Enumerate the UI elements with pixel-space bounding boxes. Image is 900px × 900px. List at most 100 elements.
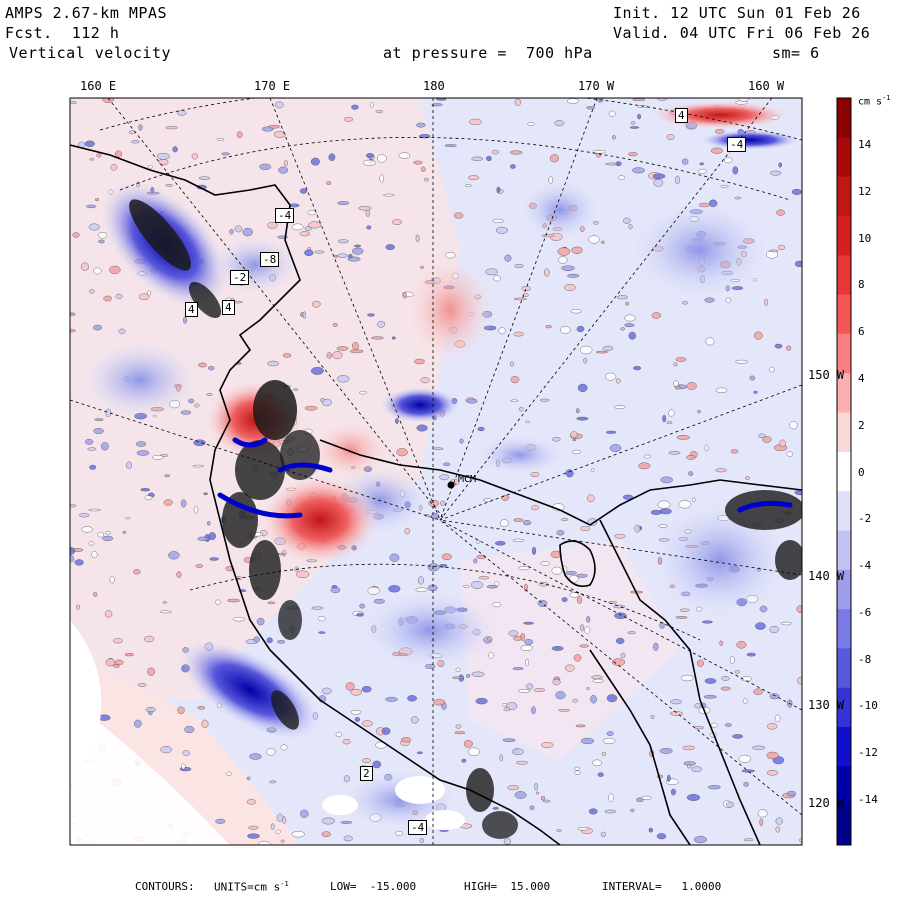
contour-speckle bbox=[666, 421, 673, 425]
contour-speckle bbox=[769, 366, 775, 373]
contour-speckle bbox=[93, 591, 98, 598]
contour-label: -4 bbox=[408, 820, 428, 835]
contour-speckle bbox=[388, 585, 401, 593]
contour-speckle bbox=[385, 244, 395, 251]
colorbar-label: 8 bbox=[858, 278, 865, 292]
contour-speckle bbox=[509, 150, 523, 155]
contour-speckle bbox=[734, 670, 740, 674]
contour-speckle bbox=[572, 449, 582, 454]
contour-speckle bbox=[70, 555, 75, 563]
contour-speckle bbox=[215, 818, 226, 824]
footer-contours: CONTOURS: bbox=[135, 880, 195, 893]
contour-speckle bbox=[256, 617, 265, 626]
mountain-contour-cluster bbox=[129, 199, 802, 839]
contour-speckle bbox=[93, 428, 104, 435]
lon-tick: 180 bbox=[423, 79, 445, 93]
contour-speckle bbox=[356, 612, 364, 617]
contour-speckle bbox=[76, 604, 80, 610]
contour-speckle bbox=[439, 474, 450, 481]
contour-speckle bbox=[492, 807, 499, 810]
contour-speckle bbox=[452, 676, 465, 680]
contour-speckle bbox=[560, 326, 571, 334]
contour-speckle bbox=[570, 309, 582, 314]
contour-speckle bbox=[162, 601, 167, 604]
contour-speckle bbox=[88, 223, 100, 231]
contour-speckle bbox=[524, 639, 533, 646]
contour-speckle bbox=[124, 652, 134, 657]
contour-speckle bbox=[743, 838, 754, 842]
contour-speckle bbox=[531, 706, 536, 715]
colorbar-frame bbox=[836, 97, 852, 846]
contour-speckle bbox=[282, 353, 292, 358]
contour-speckle bbox=[686, 454, 696, 460]
footer-low: LOW= -15.000 bbox=[330, 880, 417, 893]
contour-speckle bbox=[160, 745, 172, 754]
contour-speckle bbox=[433, 699, 446, 706]
contour-speckle bbox=[267, 360, 279, 367]
footer-high: HIGH= 15.000 bbox=[464, 880, 551, 893]
contour-speckle bbox=[675, 385, 681, 390]
colorbar-label: -10 bbox=[858, 699, 878, 713]
contour-speckle bbox=[503, 707, 510, 712]
colorbar-swatch bbox=[837, 648, 851, 689]
contour-speckle bbox=[334, 254, 338, 258]
contour-speckle bbox=[138, 124, 143, 131]
contour-speckle bbox=[270, 823, 275, 830]
colorbar-swatch bbox=[837, 451, 851, 492]
contour-speckle bbox=[777, 244, 786, 251]
contour-speckle bbox=[232, 617, 245, 622]
contour-speckle bbox=[573, 654, 582, 662]
valid-time: Valid. 04 UTC Fri 06 Feb 26 bbox=[613, 24, 871, 42]
contour-speckle bbox=[321, 817, 335, 825]
contour-speckle bbox=[332, 323, 338, 327]
contour-speckle bbox=[269, 780, 277, 784]
contour-speckle bbox=[416, 424, 428, 432]
contour-label: 4 bbox=[675, 108, 688, 123]
contour-speckle bbox=[198, 176, 211, 180]
contour-speckle bbox=[572, 438, 577, 442]
contour-speckle bbox=[302, 311, 307, 319]
contour-speckle bbox=[576, 416, 589, 421]
contour-speckle bbox=[98, 239, 105, 244]
contour-speckle bbox=[347, 256, 361, 262]
contour-speckle bbox=[556, 829, 562, 832]
contour-speckle bbox=[351, 104, 359, 110]
colorbar-swatch bbox=[837, 727, 851, 767]
contour-speckle bbox=[193, 505, 199, 514]
contour-speckle bbox=[385, 696, 398, 702]
contour-speckle bbox=[527, 122, 535, 126]
contour-speckle bbox=[413, 160, 423, 165]
contour-speckle bbox=[686, 794, 701, 801]
colorbar-swatch bbox=[837, 176, 851, 217]
contour-speckle bbox=[84, 140, 95, 148]
contour-speckle bbox=[326, 181, 332, 186]
contour-speckle bbox=[629, 126, 640, 129]
contour-speckle bbox=[455, 667, 461, 672]
contour-speckle bbox=[471, 580, 484, 589]
contour-speckle bbox=[125, 461, 132, 469]
contour-speckle bbox=[682, 745, 695, 751]
contour-speckle bbox=[754, 331, 763, 340]
contour-speckle bbox=[296, 570, 310, 578]
contour-speckle bbox=[278, 166, 289, 174]
colorbar-label: 12 bbox=[858, 184, 872, 198]
contour-speckle bbox=[70, 312, 76, 316]
contour-speckle bbox=[535, 791, 540, 795]
contour-speckle bbox=[632, 167, 645, 174]
contour-speckle bbox=[125, 517, 131, 520]
contour-speckle bbox=[147, 164, 153, 169]
contour-speckle bbox=[242, 227, 253, 237]
contour-speckle bbox=[382, 193, 395, 197]
contour-speckle bbox=[586, 106, 595, 110]
contour-speckle bbox=[455, 724, 462, 729]
contour-speckle bbox=[114, 150, 122, 158]
contour-speckle bbox=[572, 698, 578, 703]
contour-speckle bbox=[184, 725, 195, 734]
contour-speckle bbox=[735, 359, 749, 364]
contour-speckle bbox=[643, 454, 652, 459]
contour-speckle bbox=[471, 156, 484, 161]
contour-speckle bbox=[441, 553, 452, 560]
contour-speckle bbox=[234, 225, 243, 233]
contour-speckle bbox=[80, 262, 89, 271]
contour-speckle bbox=[468, 175, 480, 181]
